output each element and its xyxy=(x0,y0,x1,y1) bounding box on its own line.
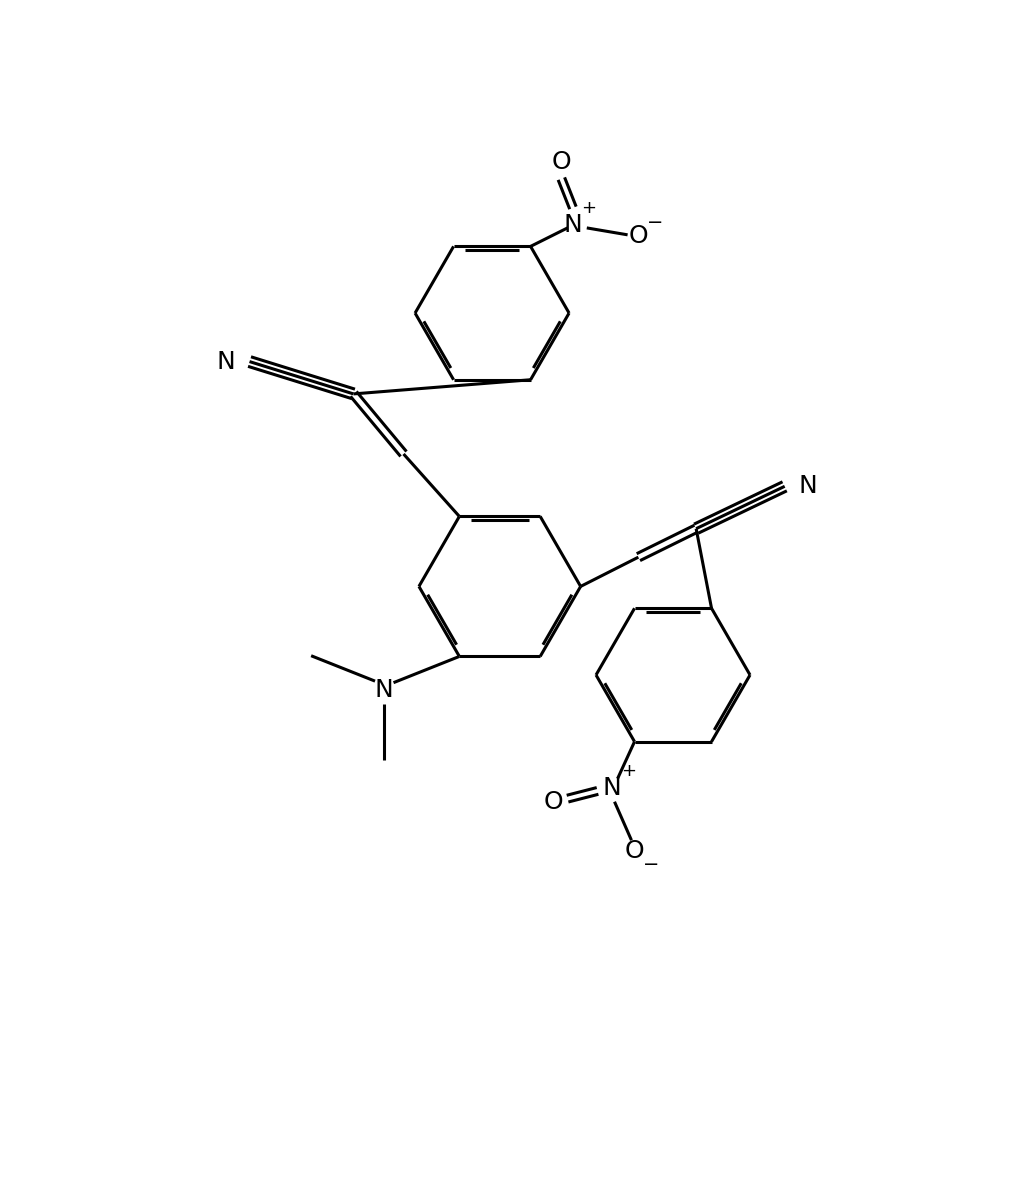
Text: O: O xyxy=(625,839,644,863)
Text: O: O xyxy=(551,150,571,173)
Text: N: N xyxy=(798,475,817,498)
Text: +: + xyxy=(581,199,596,217)
Text: +: + xyxy=(621,762,636,780)
Text: N: N xyxy=(564,213,582,237)
Text: N: N xyxy=(216,350,236,373)
Text: O: O xyxy=(544,789,564,814)
Text: N: N xyxy=(375,679,394,702)
Text: O: O xyxy=(629,224,648,249)
Text: −: − xyxy=(643,855,660,874)
Text: −: − xyxy=(647,213,664,232)
Text: N: N xyxy=(602,776,621,800)
